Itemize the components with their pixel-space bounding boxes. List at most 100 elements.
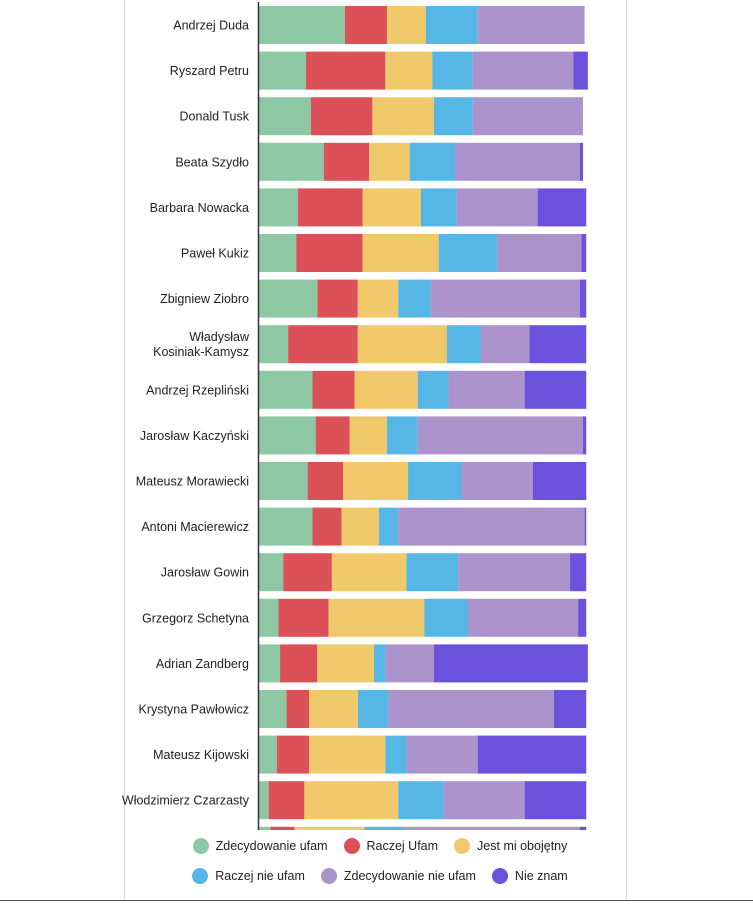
bar-segment	[409, 142, 456, 181]
bar-segment	[433, 644, 588, 683]
bar-segment	[259, 370, 313, 409]
bar-segment	[259, 507, 313, 546]
bar-segment	[317, 644, 375, 683]
row-separator	[259, 639, 585, 642]
bar-segment	[259, 142, 324, 181]
legend-label: Raczej nie ufam	[215, 869, 305, 883]
bar-segment	[578, 598, 587, 637]
bar-segment	[259, 598, 279, 637]
bar-segment	[446, 325, 481, 364]
category-label: Mateusz Morawiecki	[136, 475, 249, 489]
bar-segment	[455, 142, 580, 181]
category-labels: Andrzej Duda Ryszard Petru Donald Tusk Beat…	[122, 19, 250, 808]
bar-segment	[456, 188, 538, 227]
row-separator	[259, 274, 585, 277]
bar-segment	[573, 51, 588, 90]
bar-segment	[467, 598, 579, 637]
bar-segment	[276, 735, 310, 774]
bar-segment	[584, 507, 587, 546]
bar-segment	[309, 690, 358, 728]
bar-segment	[417, 370, 449, 409]
legend-swatch-icon	[491, 868, 508, 884]
bar-segment	[270, 826, 295, 830]
bar-segment	[349, 416, 387, 455]
bar-segment	[553, 690, 587, 728]
bar-segment	[385, 644, 434, 683]
bar-segment	[268, 781, 305, 820]
category-label: Zbigniew Ziobro	[160, 292, 249, 306]
bar-segment	[259, 51, 306, 90]
bar-segment	[304, 781, 399, 820]
category-label: Jarosław Gowin	[161, 566, 249, 580]
category-label: Włodzimierz Czarzasty	[122, 794, 250, 808]
bar-segment	[357, 690, 389, 728]
bar-segment	[438, 234, 498, 272]
bar-segment	[331, 553, 407, 592]
bar-segment	[259, 325, 289, 364]
row-separator	[259, 183, 585, 186]
category-label: Władysław Kosiniak-Kamysz	[153, 330, 250, 359]
category-label: Mateusz Kijowski	[153, 748, 249, 762]
bar-segment	[458, 553, 571, 592]
row-separator	[259, 319, 585, 322]
bar-segment	[310, 97, 373, 136]
bar-segment	[286, 690, 310, 728]
bar-segment	[448, 370, 525, 409]
bar-segment	[386, 6, 426, 44]
bar-segment	[425, 6, 478, 44]
bar-segment	[477, 6, 585, 44]
row-separator	[259, 775, 585, 778]
bar-segment	[357, 279, 399, 318]
row-separator	[259, 684, 585, 687]
bar-segment	[305, 51, 386, 90]
bar-segment	[408, 462, 462, 500]
bar-segment	[461, 462, 533, 500]
bar-segment	[315, 416, 350, 455]
bar-segment	[579, 279, 587, 318]
row-separator	[259, 456, 585, 459]
bar-segment	[398, 279, 431, 318]
category-label: Grzegorz Schetyna	[142, 611, 249, 625]
bar-segment	[529, 325, 587, 364]
bar-segment	[388, 690, 554, 728]
bar-segment	[378, 507, 399, 546]
category-label: Adrian Zandberg	[156, 657, 249, 671]
category-label: Barbara Nowacka	[150, 201, 249, 215]
legend-label: Zdecydowanie nie ufam	[343, 869, 476, 883]
row-separator	[259, 730, 585, 733]
category-label: Jarosław Kaczyński	[140, 429, 249, 443]
bar-segment	[294, 826, 365, 830]
category-label: Donald Tusk	[180, 110, 250, 124]
stacked-bar-chart: Andrzej Duda Ryszard Petru Donald Tusk Beat…	[122, 2, 588, 830]
bar-segment	[472, 97, 583, 136]
row-separator	[259, 502, 585, 505]
bar-segment	[424, 598, 468, 637]
bar-segment	[328, 598, 425, 637]
bar-segment	[477, 735, 587, 774]
bar-segment	[472, 51, 574, 90]
bar-segment	[537, 188, 587, 227]
bottom-rule	[0, 900, 753, 901]
bar-segment	[406, 553, 459, 592]
bar-segment	[398, 507, 585, 546]
bar-segment	[259, 553, 284, 592]
category-label: Andrzej Rzepliński	[146, 383, 249, 397]
legend-swatch-icon	[320, 868, 337, 884]
legend-row-1: Zdecydowanie ufam Raczej Ufam Jest mi ob…	[150, 838, 610, 854]
bar-segment	[364, 826, 405, 830]
bar-segment	[259, 97, 311, 136]
legend-item-zdecydowanie-nie-ufam: Zdecydowanie nie ufam	[320, 868, 476, 884]
bar-segment	[386, 416, 418, 455]
row-separator	[259, 593, 585, 596]
bar-segment	[421, 188, 457, 227]
bar-segment	[362, 234, 439, 272]
category-label: Beata Szydło	[175, 155, 249, 169]
legend-label: Zdecydowanie ufam	[215, 839, 328, 853]
legend-label: Raczej Ufam	[366, 839, 439, 853]
bar-segment	[480, 325, 530, 364]
bar-segment	[357, 325, 447, 364]
row-separator	[259, 821, 585, 824]
row-separator	[259, 137, 585, 140]
bar-segment	[309, 735, 386, 774]
legend-swatch-icon	[192, 868, 209, 884]
